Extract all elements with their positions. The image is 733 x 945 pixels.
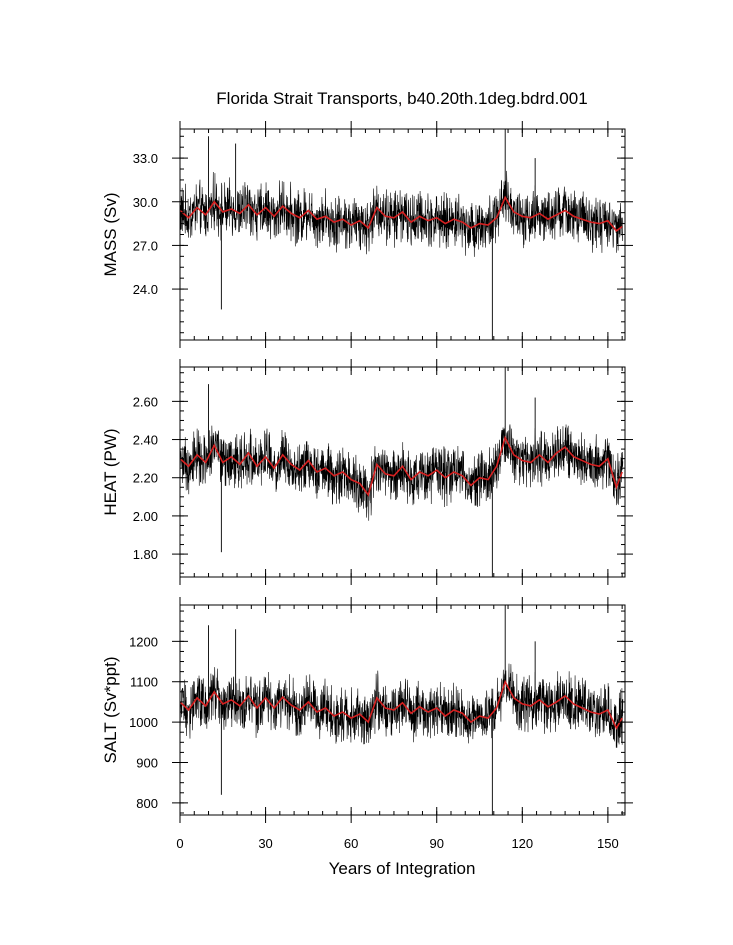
y-tick-label: 2.60 xyxy=(133,394,158,409)
y-tick-label: 2.00 xyxy=(133,509,158,524)
y-tick-label: 1100 xyxy=(130,675,158,690)
x-tick-label: 150 xyxy=(597,836,619,851)
y-tick-label: 27.0 xyxy=(133,238,158,253)
panel-heat: 1.80 2.00 2.20 2.40 2.60 HEAT (PW) xyxy=(101,359,633,585)
y-tick-label: 800 xyxy=(136,796,158,811)
y-tick-label: 900 xyxy=(136,756,158,771)
smoothed-series-line xyxy=(180,679,623,730)
y-axis-label-salt: SALT (Sv*ppt) xyxy=(101,656,120,763)
y-tick-label: 24.0 xyxy=(133,282,158,297)
smoothed-series-line xyxy=(180,195,623,232)
monthly-series-line xyxy=(180,663,624,748)
chart-title: Florida Strait Transports, b40.20th.1deg… xyxy=(216,89,587,108)
x-tick-label: 0 xyxy=(176,836,183,851)
x-tick-label: 120 xyxy=(511,836,533,851)
monthly-series-line xyxy=(180,170,624,257)
smoothed-series-line xyxy=(180,435,623,497)
y-tick-label: 2.20 xyxy=(133,471,158,486)
plot-frame xyxy=(179,366,626,578)
plot-frame xyxy=(179,604,626,816)
y-tick-label: 1.80 xyxy=(133,547,158,562)
x-axis-label: Years of Integration xyxy=(329,859,476,878)
y-tick-label: 30.0 xyxy=(133,195,158,210)
y-tick-label: 2.40 xyxy=(133,433,158,448)
y-tick-label: 1000 xyxy=(129,715,158,730)
x-tick-labels: 0 30 60 90 120 150 xyxy=(176,836,618,851)
y-tick-label: 1200 xyxy=(129,634,158,649)
y-axis-label-heat: HEAT (PW) xyxy=(101,428,120,515)
panel-salt: 800 900 1000 1100 1200 SALT (Sv*ppt) xyxy=(101,597,633,823)
monthly-series-line xyxy=(180,424,624,521)
y-axis-label-mass: MASS (Sv) xyxy=(101,192,120,276)
panel-mass: 24.0 27.0 30.0 33.0 MASS (Sv) xyxy=(101,121,633,348)
panels: 24.0 27.0 30.0 33.0 MASS (Sv) 1.80 2.00 2.20 2.4… xyxy=(101,121,633,851)
x-tick-label: 30 xyxy=(258,836,272,851)
y-tick-label: 33.0 xyxy=(133,151,158,166)
x-tick-label: 60 xyxy=(344,836,358,851)
x-tick-label: 90 xyxy=(429,836,443,851)
